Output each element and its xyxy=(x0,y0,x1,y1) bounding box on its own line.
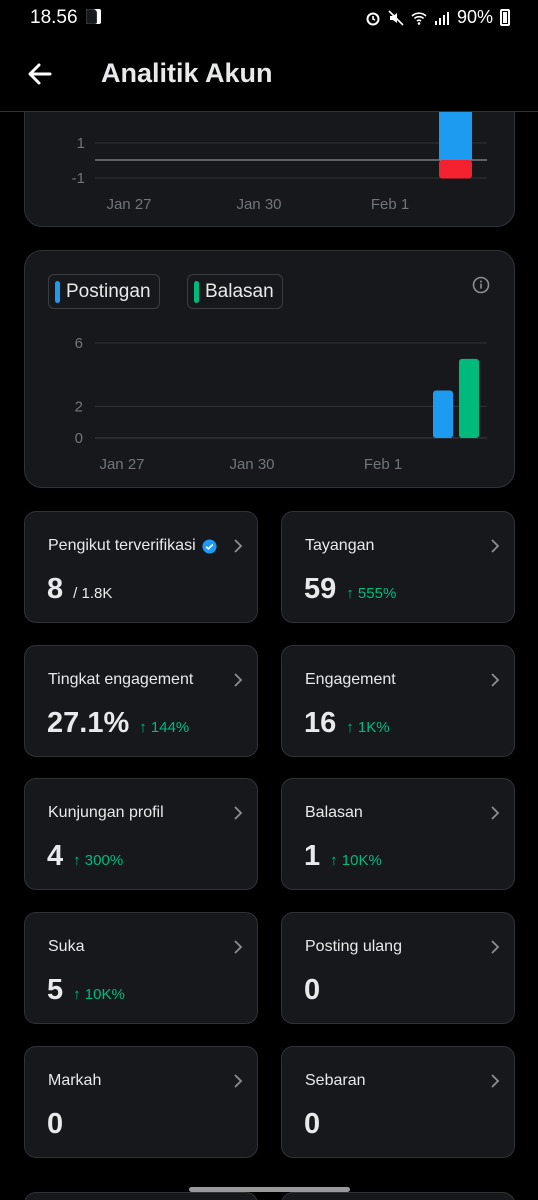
metric-change: ↑ 10K% xyxy=(73,986,125,1003)
bar-postingan xyxy=(433,390,453,438)
battery-icon xyxy=(500,9,510,26)
page-title: Analitik Akun xyxy=(101,58,273,88)
x-tick-label: Jan 27 xyxy=(106,196,151,213)
home-indicator[interactable] xyxy=(189,1187,350,1192)
metric-total: / 1.8K xyxy=(73,585,113,602)
metric-card[interactable]: Sebaran 0 xyxy=(281,1046,515,1158)
metric-change: ↑ 300% xyxy=(73,852,124,869)
sim-card-icon xyxy=(86,9,97,24)
battery-percent: 90% xyxy=(456,7,493,27)
x-tick-label: Feb 1 xyxy=(371,196,409,213)
metric-label: Engagement xyxy=(305,671,396,688)
metric-card[interactable]: Kunjungan profil 4 ↑ 300% xyxy=(24,778,258,890)
metric-card[interactable]: Balasan 1 ↑ 10K% xyxy=(281,778,515,890)
metric-card[interactable]: Tingkat engagement 27.1% ↑ 144% xyxy=(24,645,258,757)
status-time: 18.56 xyxy=(30,7,78,28)
metric-label: Suka xyxy=(48,938,85,955)
x-tick-label: Jan 30 xyxy=(236,196,281,213)
chevron-right-icon xyxy=(491,806,500,820)
signal-icon xyxy=(434,11,449,25)
legend-balasan[interactable]: Balasan xyxy=(187,274,283,309)
metric-change: ↑ 555% xyxy=(346,585,397,602)
metric-value: 8 xyxy=(47,573,64,605)
chevron-right-icon xyxy=(234,673,243,687)
metric-value: 27.1% xyxy=(47,707,130,739)
chevron-right-icon xyxy=(234,539,243,553)
legend-label: Postingan xyxy=(66,280,151,302)
metric-value: 1 xyxy=(304,840,321,872)
chevron-right-icon xyxy=(491,940,500,954)
legend-label: Balasan xyxy=(205,280,274,302)
metric-value: 0 xyxy=(304,1108,321,1140)
y-tick-label: -1 xyxy=(72,170,85,187)
y-tick-label: 0 xyxy=(75,430,83,447)
metric-value: 5 xyxy=(47,974,64,1006)
metric-label: Tingkat engagement xyxy=(48,671,194,688)
metric-value: 0 xyxy=(47,1108,64,1140)
x-tick-label: Jan 30 xyxy=(229,456,274,473)
metric-card[interactable]: Markah 0 xyxy=(24,1046,258,1158)
y-tick-label: 6 xyxy=(75,335,83,352)
metric-label: Posting ulang xyxy=(305,938,402,955)
alarm-icon xyxy=(366,12,380,25)
mute-icon xyxy=(388,9,404,26)
chart-posts-replies: 6 2 0 Jan 27 Jan 30 Feb 1 xyxy=(75,335,487,473)
metric-label: Kunjungan profil xyxy=(48,804,164,821)
bar-negative xyxy=(439,160,472,179)
metric-change: ↑ 1K% xyxy=(346,719,390,736)
metric-card[interactable]: Pengikut terverifikasi 8 / 1.8K xyxy=(24,511,258,623)
metric-label: Tayangan xyxy=(305,537,375,554)
bar-balasan xyxy=(459,358,479,438)
chevron-right-icon xyxy=(491,1074,500,1088)
metric-card-partial xyxy=(281,1192,515,1200)
status-bar: 18.56 90% xyxy=(0,0,538,36)
metric-label: Markah xyxy=(48,1072,102,1089)
metric-value: 59 xyxy=(304,573,337,605)
metric-change: ↑ 144% xyxy=(139,719,190,736)
chevron-right-icon xyxy=(491,673,500,687)
legend-swatch-blue xyxy=(55,280,60,303)
verified-badge-icon xyxy=(202,538,217,554)
chevron-right-icon xyxy=(234,806,243,820)
metric-card[interactable]: Posting ulang 0 xyxy=(281,912,515,1024)
metric-card[interactable]: Suka 5 ↑ 10K% xyxy=(24,912,258,1024)
wifi-icon xyxy=(411,11,427,25)
x-tick-label: Feb 1 xyxy=(364,456,402,473)
chart-card-posts-replies: Postingan Balasan 6 2 0 Jan 27 Jan 30 Feb 1 xyxy=(24,250,515,488)
metric-card[interactable]: Tayangan 59 ↑ 555% xyxy=(281,511,515,623)
metric-label: Pengikut terverifikasi xyxy=(48,537,196,554)
chevron-right-icon xyxy=(234,1074,243,1088)
metric-label: Balasan xyxy=(305,804,363,821)
metric-card-partial xyxy=(24,1192,258,1200)
metric-value: 16 xyxy=(304,707,337,739)
metric-card[interactable]: Engagement 16 ↑ 1K% xyxy=(281,645,515,757)
app-header: Analitik Akun xyxy=(0,36,538,112)
legend-swatch-green xyxy=(194,280,199,303)
y-tick-label: 1 xyxy=(77,135,85,152)
chevron-right-icon xyxy=(491,539,500,553)
chevron-right-icon xyxy=(234,940,243,954)
info-icon[interactable] xyxy=(472,276,490,294)
x-tick-label: Jan 27 xyxy=(99,456,144,473)
y-tick-label: 2 xyxy=(75,398,83,415)
metric-value: 0 xyxy=(304,974,321,1006)
legend-postingan[interactable]: Postingan xyxy=(48,274,160,309)
metric-change: ↑ 10K% xyxy=(330,852,382,869)
metric-value: 4 xyxy=(47,840,64,872)
back-arrow-icon[interactable] xyxy=(24,58,56,90)
metric-label: Sebaran xyxy=(305,1072,366,1089)
